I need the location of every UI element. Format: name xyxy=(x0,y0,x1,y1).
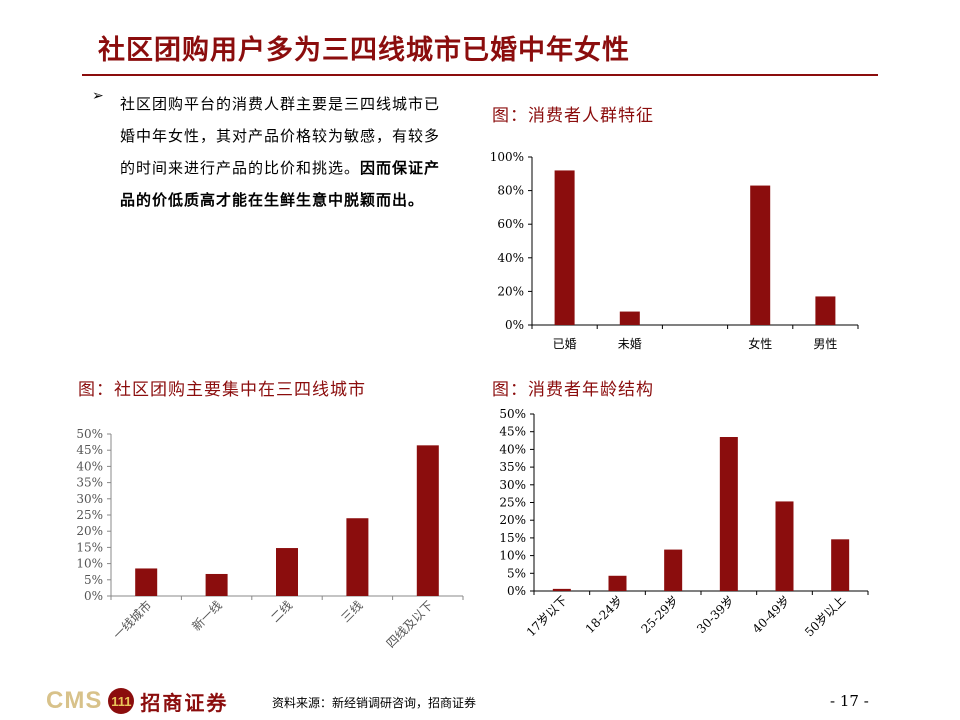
bar-未婚 xyxy=(619,311,640,325)
cms-logo: CMS 111 招商证券 xyxy=(46,686,228,716)
y-tick-label: 80% xyxy=(497,184,524,198)
bar-50岁以上 xyxy=(831,539,850,591)
y-tick-label: 45% xyxy=(76,443,103,457)
title-divider xyxy=(82,74,878,76)
bar-一线城市 xyxy=(135,568,158,596)
y-tick-label: 30% xyxy=(499,478,526,492)
x-category-label: 40-49岁 xyxy=(749,593,793,637)
x-category-label: 男性 xyxy=(813,337,837,351)
y-tick-label: 20% xyxy=(499,513,526,527)
bar-三线 xyxy=(346,518,369,596)
page-number: - 17 - xyxy=(830,692,869,710)
figure-label-age-structure: 图：消费者年龄结构 xyxy=(492,380,654,400)
y-tick-label: 10% xyxy=(499,549,526,563)
logo-text: CMS xyxy=(46,687,103,714)
figure-label-city-tier: 图：社区团购主要集中在三四线城市 xyxy=(78,380,366,400)
bar-17岁以下 xyxy=(552,588,571,591)
bar-女性 xyxy=(750,185,771,325)
y-tick-label: 100% xyxy=(490,150,524,164)
x-category-label: 30-39岁 xyxy=(693,593,737,637)
y-tick-label: 40% xyxy=(497,251,524,265)
body-text-bold: 因而保证产品的价低质高才能在生鲜生意中脱颖而出。 xyxy=(120,159,441,209)
source-note: 资料来源：新经销调研咨询，招商证券 xyxy=(272,696,477,710)
y-tick-label: 30% xyxy=(76,492,103,506)
y-tick-label: 40% xyxy=(499,442,526,456)
logo-badge-icon: 111 xyxy=(108,688,135,714)
y-tick-label: 20% xyxy=(497,284,524,298)
x-category-label: 未婚 xyxy=(618,337,642,351)
y-tick-label: 0% xyxy=(507,584,526,598)
body-paragraph: 社区团购平台的消费人群主要是三四线城市已婚中年女性，其对产品价格较为敏感，有较多… xyxy=(120,88,450,216)
body-text-normal: 社区团购平台的消费人群主要是三四线城市已婚中年女性，其对产品价格较为敏感，有较多… xyxy=(120,95,441,177)
y-tick-label: 60% xyxy=(497,217,524,231)
y-tick-label: 5% xyxy=(84,573,103,587)
figure-label-consumer-traits: 图：消费者人群特征 xyxy=(492,106,654,126)
bar-四线及以下 xyxy=(416,445,439,596)
y-tick-label: 50% xyxy=(76,427,103,441)
y-tick-label: 0% xyxy=(505,318,524,332)
y-tick-label: 15% xyxy=(499,531,526,545)
bar-二线 xyxy=(276,548,298,596)
x-category-label: 已婚 xyxy=(553,337,577,351)
page-title: 社区团购用户多为三四线城市已婚中年女性 xyxy=(98,35,630,66)
x-category-label: 25-29岁 xyxy=(638,593,682,637)
bar-已婚 xyxy=(554,170,575,325)
bar-18-24岁 xyxy=(608,575,627,591)
y-tick-label: 35% xyxy=(76,476,103,490)
y-tick-label: 15% xyxy=(76,540,103,554)
bar-25-29岁 xyxy=(664,549,683,591)
bar-男性 xyxy=(815,296,836,325)
y-tick-label: 10% xyxy=(76,557,103,571)
logo-company-name: 招商证券 xyxy=(140,690,229,715)
y-tick-label: 5% xyxy=(507,566,526,580)
y-tick-label: 45% xyxy=(499,425,526,439)
y-tick-label: 25% xyxy=(499,496,526,510)
y-tick-label: 0% xyxy=(84,589,103,603)
x-category-label: 17岁以下 xyxy=(523,593,570,640)
bar-30-39岁 xyxy=(719,437,738,591)
bar-40-49岁 xyxy=(775,501,794,591)
y-tick-label: 40% xyxy=(76,459,103,473)
x-category-label: 50岁以上 xyxy=(801,593,848,640)
y-tick-label: 20% xyxy=(76,524,103,538)
bullet-arrow-icon: ➢ xyxy=(92,88,104,104)
y-tick-label: 25% xyxy=(76,508,103,522)
y-tick-label: 50% xyxy=(499,407,526,421)
y-tick-label: 35% xyxy=(499,460,526,474)
x-category-label: 18-24岁 xyxy=(582,593,626,637)
x-category-label: 女性 xyxy=(748,336,772,351)
bar-新一线 xyxy=(205,573,228,596)
